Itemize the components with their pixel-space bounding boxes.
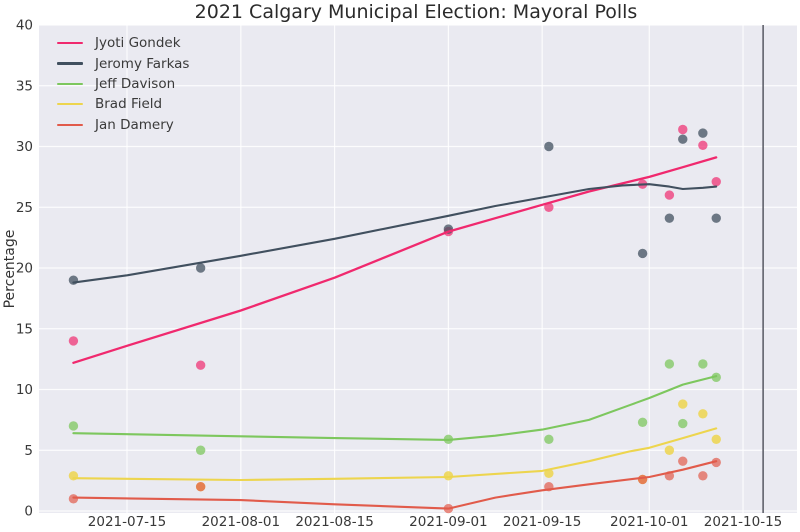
scatter-point: [664, 445, 675, 455]
y-tick-label: 0: [24, 504, 33, 520]
legend-label: Brad Field: [95, 96, 163, 113]
legend-line-swatch: [57, 123, 83, 126]
legend-label: Jeromy Farkas: [95, 55, 190, 72]
scatter-point: [544, 141, 554, 152]
y-tick-label: 15: [16, 321, 33, 337]
scatter-point: [544, 434, 554, 445]
legend-label: Jyoti Gondek: [95, 35, 181, 52]
legend-item-field: Brad Field: [57, 94, 189, 114]
legend-item-davison: Jeff Davison: [57, 74, 189, 94]
y-tick-label: 35: [16, 78, 33, 94]
scatter-point: [698, 128, 708, 138]
scatter-point: [678, 134, 688, 144]
x-tick-label: 2021-09-01: [409, 514, 487, 530]
trend-line: [72, 183, 718, 284]
scatter-point: [664, 213, 675, 223]
scatter-point: [711, 372, 721, 383]
trend-line: [72, 156, 718, 364]
scatter-point: [544, 202, 554, 212]
y-tick-label: 20: [16, 261, 33, 277]
trend-line: [72, 460, 718, 510]
scatter-point: [664, 190, 675, 200]
scatter-point: [698, 140, 708, 150]
x-tick-label: 2021-10-01: [610, 514, 688, 530]
scatter-point: [711, 457, 721, 468]
legend-line-swatch: [57, 82, 83, 86]
scatter-point: [68, 336, 79, 346]
y-tick-label: 25: [16, 200, 33, 216]
scatter-point: [195, 445, 206, 455]
legend-item-farkas: Jeromy Farkas: [57, 53, 189, 73]
scatter-point: [698, 409, 708, 419]
scatter-point: [195, 263, 206, 273]
scatter-point: [711, 177, 721, 187]
scatter-point: [711, 213, 721, 223]
legend-label: Jan Damery: [95, 116, 174, 133]
trend-line: [72, 427, 718, 482]
scatter-point: [678, 399, 688, 409]
x-tick-label: 2021-10-15: [704, 514, 782, 530]
y-tick-label: 30: [16, 139, 33, 155]
y-tick-label: 10: [16, 382, 33, 398]
scatter-point: [664, 359, 675, 369]
legend-line-swatch: [57, 62, 83, 65]
scatter-point: [678, 456, 688, 466]
scatter-point: [637, 248, 648, 259]
y-tick-label: 40: [16, 18, 33, 34]
chart-title: 2021 Calgary Municipal Election: Mayoral…: [194, 1, 638, 23]
scatter-point: [678, 124, 688, 135]
scatter-point: [637, 474, 648, 485]
scatter-point: [443, 471, 454, 481]
scatter-point: [698, 471, 708, 481]
x-tick-label: 2021-09-15: [503, 514, 581, 530]
legend-line-swatch: [57, 103, 83, 106]
scatter-point: [68, 421, 79, 431]
legend: Jyoti Gondek Jeromy Farkas Jeff Davison …: [57, 33, 189, 135]
scatter-point: [637, 417, 648, 428]
legend-item-gondek: Jyoti Gondek: [57, 33, 189, 53]
x-tick-label: 2021-08-15: [295, 514, 373, 530]
scatter-point: [195, 360, 206, 370]
legend-label: Jeff Davison: [95, 75, 176, 92]
legend-line-swatch: [57, 42, 83, 45]
y-tick-label: 5: [24, 443, 33, 459]
scatter-point: [698, 359, 708, 369]
x-tick-label: 2021-07-15: [88, 514, 166, 530]
scatter-point: [68, 494, 79, 504]
scatter-point: [678, 418, 688, 429]
scatter-point: [711, 434, 721, 445]
legend-item-damery: Jan Damery: [57, 115, 189, 135]
x-tick-label: 2021-08-01: [202, 514, 280, 530]
trend-line: [72, 375, 718, 441]
scatter-point: [195, 482, 206, 492]
y-axis-label: Percentage: [2, 229, 18, 309]
